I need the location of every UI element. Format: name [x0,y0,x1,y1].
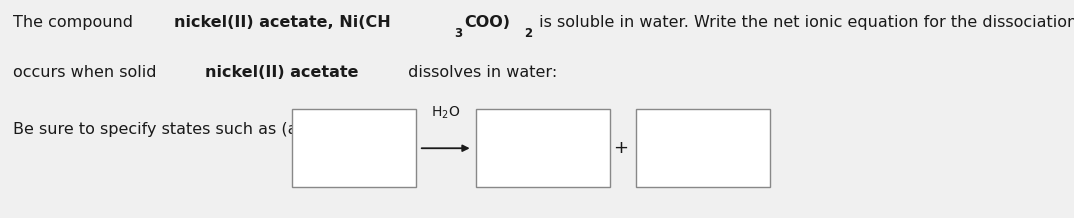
Text: dissolves in water:: dissolves in water: [403,65,557,80]
Text: 3: 3 [454,27,462,40]
Text: nickel(II) acetate: nickel(II) acetate [205,65,358,80]
Text: COO): COO) [464,15,510,30]
Text: The compound: The compound [13,15,139,30]
Text: 2: 2 [524,27,532,40]
Text: occurs when solid: occurs when solid [13,65,161,80]
Text: +: + [613,139,628,157]
Bar [476,109,610,187]
Text: $\mathregular{H_2O}$: $\mathregular{H_2O}$ [431,105,461,121]
Text: is soluble in water. Write the net ionic equation for the dissociation reaction : is soluble in water. Write the net ionic… [535,15,1074,30]
Text: Be sure to specify states such as (aq) or (s).: Be sure to specify states such as (aq) o… [13,122,366,137]
Text: nickel(II) acetate, Ni(CH: nickel(II) acetate, Ni(CH [174,15,391,30]
Bar [636,109,770,187]
Bar [292,109,416,187]
